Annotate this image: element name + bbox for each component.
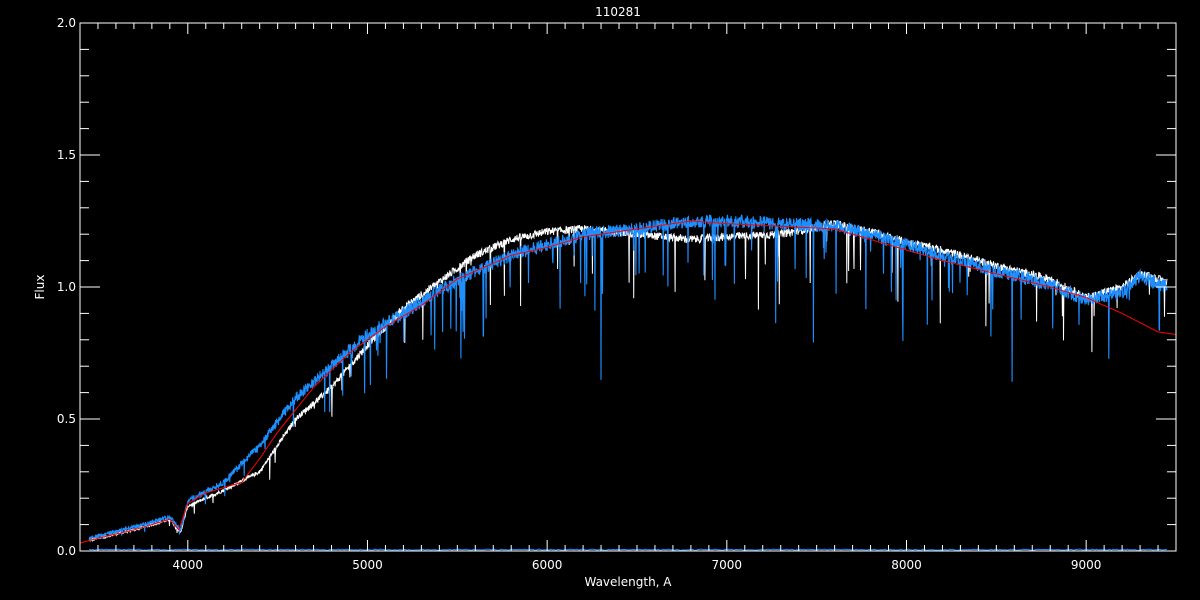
x-axis-label: Wavelength, A xyxy=(584,575,672,589)
y-axis-label: Flux xyxy=(33,275,47,300)
series-line-3 xyxy=(88,548,1168,551)
y-tick-label: 0.5 xyxy=(57,412,76,426)
y-tick-label: 1.5 xyxy=(57,148,76,162)
x-tick-label: 9000 xyxy=(1071,558,1102,572)
x-tick-label: 5000 xyxy=(352,558,383,572)
series-line-1 xyxy=(88,214,1168,540)
y-tick-label: 1.0 xyxy=(57,280,76,294)
y-tick-label: 2.0 xyxy=(57,16,76,30)
series-layer xyxy=(79,214,1177,551)
x-tick-label: 7000 xyxy=(712,558,743,572)
axes-layer: 4000 5000 6000 7000 8000 9000 0.0 0.5 1.0 1.5 2.0 xyxy=(57,16,1177,572)
x-tick-label: 6000 xyxy=(532,558,563,572)
x-tick-label: 8000 xyxy=(891,558,922,572)
y-tick-label: 0.0 xyxy=(57,544,76,558)
x-tick-label: 4000 xyxy=(173,558,204,572)
chart-title: 110281 xyxy=(595,5,641,19)
series-line-2 xyxy=(79,220,1177,544)
